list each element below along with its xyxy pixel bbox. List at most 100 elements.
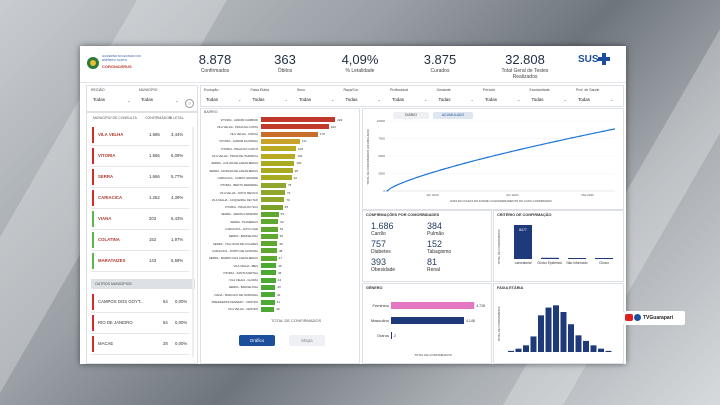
bairro-row[interactable]: SERRA - PALMEIRAS 52 [201,218,351,225]
filter-dropdown[interactable]: Todas [299,97,312,102]
chevron-down-icon[interactable]: ⌄ [238,97,242,102]
bairro-name: VIANA - MARCILIO DE NORONHA [214,292,258,297]
bairro-row[interactable]: VILA VELHA - NOVO MEXICO 72 [201,189,351,196]
filter-label: Período [483,88,496,92]
bairro-row[interactable]: VITORIA - JARDIM CAMBURI 223 [201,116,351,123]
chevron-down-icon[interactable]: ⌄ [610,97,614,102]
data-point [417,176,419,178]
bairro-row[interactable]: SERRA - COLINA DE LARANJEIRAS 100 [201,160,351,167]
genero-label: Outros [377,333,389,338]
bairro-row[interactable]: VITORIA - BENTO FERREIRA 75 [201,182,351,189]
comorbidade-value: 1.686 [371,221,394,231]
chevron-down-icon[interactable]: ⌄ [175,98,179,103]
table-row[interactable]: COLATINA 152 1,97% [91,230,189,251]
bairro-bar [261,277,276,283]
table-row[interactable]: RIO DE JANEIRO 54 0,00% [91,313,189,334]
table-row[interactable]: CAMPOS DOS GOYT... 54 0,00% [91,292,189,313]
filter-label: Raça/Cor [343,88,359,92]
data-point [424,173,427,176]
data-point [401,182,404,184]
grafico-button[interactable]: Gráfico [239,335,275,346]
bairro-row[interactable]: VILA VELHA - CENTRO 40 [201,306,351,313]
bairro-row[interactable]: VITORIA - PRAIA DO SUA 65 [201,204,351,211]
bairro-row[interactable]: SERRA - BAIRRO DAS LARANJEIRAS 47 [201,255,351,262]
chevron-down-icon[interactable]: ⌄ [127,98,131,103]
data-point [533,145,535,148]
bairro-row[interactable]: CARIACICA - ALTO LAGE 51 [201,226,351,233]
bairro-value: 44 [277,278,281,283]
data-point [448,166,450,169]
filter-dropdown[interactable]: Todas [438,97,451,102]
scrollbar[interactable] [192,127,194,357]
line-chart-panel: DIÁRIO ACUMULADO 0 2500 5000 7500 10000 Abr 2… [362,108,624,210]
bairros-footer: TOTAL DE CONFIRMADOS [271,318,322,323]
filter-regiao[interactable]: Todas [93,97,106,102]
faixa-bar [590,345,597,352]
filter-dropdown[interactable]: Todas [392,97,405,102]
filter-dropdown[interactable]: Todas [252,97,265,102]
kpi-confirmados: 8.878 Confirmados [198,52,232,74]
bairro-row[interactable]: SERRA - BARCELONA 50 [201,233,351,240]
filter-dropdown[interactable]: Todas [206,97,219,102]
filter-dropdown[interactable]: Todas [578,97,591,102]
bairro-row[interactable]: VITORIA - SANTA MARTHA 45 [201,269,351,276]
table-row[interactable]: VILA VELHA 1.685 3,44% [91,125,189,146]
bairro-row[interactable]: VITORIA - JARDIM DA PENHA 117 [201,138,351,145]
bairro-value: 46 [278,263,282,268]
chevron-down-icon[interactable]: ⌄ [563,97,567,102]
mapa-button[interactable]: Mapa [289,335,325,346]
chevron-down-icon[interactable]: ⌄ [284,97,288,102]
tab-acumulado[interactable]: ACUMULADO [433,112,473,119]
dashboard-screen: GOVERNO DO ESTADO DO ESPÍRITO SANTO CORO… [80,46,626,364]
filter-dropdown[interactable]: Todas [531,97,544,102]
bairros-panel: BAIRRO VITORIA - JARDIM CAMBURI 223 VILA V… [200,108,360,364]
bairro-row[interactable]: SERRA - VILA NOVA DE COLARES 49 [201,240,351,247]
bairro-value: 50 [279,234,283,239]
chevron-down-icon[interactable]: ⌄ [331,97,335,102]
municipio-name: SERRA [98,174,114,179]
bairro-row[interactable]: CARIACICA - PORTO DE SANTANA 48 [201,247,351,254]
faixa-bar [515,348,522,352]
bairro-row[interactable]: SERRA - MORADA DE LARANJEIRAS 95 [201,167,351,174]
bairro-row[interactable]: SERRA - BARCELONA 43 [201,284,351,291]
bairro-value: 117 [302,139,307,144]
chevron-down-icon[interactable]: ⌄ [470,97,474,102]
bairro-row[interactable]: VIANA - MARCILIO DE NORONHA 42 [201,291,351,298]
bairro-row[interactable]: VILA VELHA - ITAPUÃ 170 [201,131,351,138]
help-icon[interactable]: ? [185,99,194,108]
bairro-row[interactable]: VILA VELHA - PRAIA DA COSTA 203 [201,123,351,130]
comorbidade-label: Diabetes [371,249,391,255]
bairro-row[interactable]: VITORIA - PRAIA DO CANTO 105 [201,145,351,152]
table-row[interactable]: SERRA 1.666 5,77% [91,167,189,188]
chevron-down-icon[interactable]: ⌄ [424,97,428,102]
bairro-row[interactable]: SERRA - JARDIM LIMOEIRO 53 [201,211,351,218]
bairro-row[interactable]: VILA VELHA - COQUEIRAL DE ITAP. 70 [201,196,351,203]
bairro-row[interactable]: VILA VELHA - PRAIA DE ITAPARICA 103 [201,153,351,160]
table-row[interactable]: MACAE 28 0,00% [91,334,189,355]
genero-panel: GÊNERO Feminino 4.728 Masculino 4.148 Outros… [362,283,492,364]
y-tick: 10000 [377,119,386,123]
filter-dropdown[interactable]: Todas [485,97,498,102]
table-row[interactable]: VIANA 203 6,43% [91,209,189,230]
filter-municipio[interactable]: Todas [141,97,154,102]
bairro-row[interactable]: VILA VELHA - GLORIA 44 [201,277,351,284]
tab-diario[interactable]: DIÁRIO [393,112,429,119]
criterio-label: Clínico Epidemiol. [537,261,563,265]
municipio-letalidade: 0,00% [175,320,188,325]
filter-dropdown[interactable]: Todas [345,97,358,102]
criterio-bar [568,258,586,259]
criterio-panel: CRITÉRIO DE CONFIRMAÇÃO Laboratorial Clín… [493,210,624,282]
table-row[interactable]: VITORIA 1.666 6,09% [91,146,189,167]
data-point [486,156,489,159]
chevron-down-icon[interactable]: ⌄ [377,97,381,102]
table-row[interactable]: CARIACICA 1.252 4,39% [91,188,189,209]
bairro-name: VILA VELHA - GLORIA [229,278,258,283]
bairro-row[interactable]: VILA VELHA - IBES 46 [201,262,351,269]
bairro-value: 100 [296,161,302,166]
bairro-row[interactable]: CARIACICA - CAMPO GRANDE 92 [201,174,351,181]
table-row[interactable]: MARATAIZES 143 5,59% [91,251,189,272]
bairro-row[interactable]: PRESIDENTE KENNEDY - CENTRO 41 [201,299,351,306]
data-point [440,169,442,171]
chevron-down-icon[interactable]: ⌄ [517,97,521,102]
y-tick: 7500 [378,137,385,141]
